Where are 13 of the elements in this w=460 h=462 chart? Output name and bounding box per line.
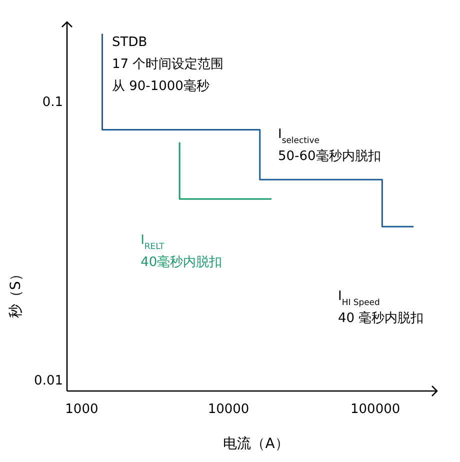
x-tick-label: 100000 <box>350 402 400 417</box>
y-axis-title: 秒（S） <box>8 267 24 318</box>
x-tick-label: 1000 <box>65 402 98 417</box>
annotation: 从 90-1000毫秒 <box>112 78 210 94</box>
annotation: 17 个时间设定范围 <box>112 57 224 72</box>
y-tick-label: 0.1 <box>42 94 63 110</box>
annotation: STDB <box>112 35 148 50</box>
annotation: I$_{HI Speed}$40 毫秒内脱扣 <box>338 289 424 326</box>
x-tick-label: 10000 <box>208 402 250 417</box>
annotation: I$_{selective}$50-60毫秒内脱扣 <box>278 127 381 164</box>
y-tick-label: 0.01 <box>34 374 63 389</box>
text: I$_{RELT}$40毫秒内脱扣 <box>140 232 222 270</box>
x-axis-title: 电流（A） <box>223 436 289 452</box>
